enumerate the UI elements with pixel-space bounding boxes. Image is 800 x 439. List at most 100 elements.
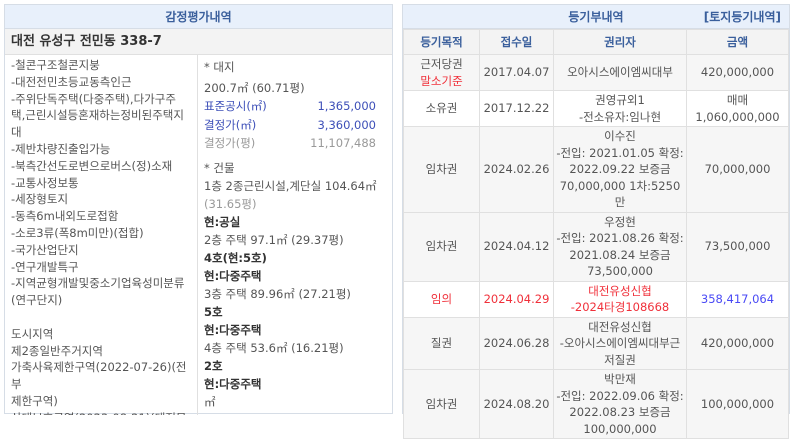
- feature-line: -교통사정보통: [11, 175, 79, 190]
- purpose-cell: 임의: [403, 280, 480, 318]
- amount-cell: 100,000,000: [686, 369, 789, 439]
- cancellation-basis-badge: 말소기준: [420, 73, 463, 88]
- standard-price-row: 표준공시(㎡) 1,365,000: [204, 98, 392, 115]
- holder-line: -2024타경108668: [570, 300, 670, 314]
- feature-line: 제2종일반주거지역: [11, 343, 103, 358]
- purpose-text: 임의: [430, 291, 453, 306]
- col-holder: 권리자: [553, 29, 687, 55]
- decided-price-row: 결정가(㎡) 3,360,000: [204, 117, 392, 134]
- holder-line: 오아시스에이엠씨대부: [567, 65, 673, 80]
- table-row: 임의 2024.04.29 대전유성신협 -2024타경108668 358,417,0…: [403, 280, 789, 318]
- feature-line: -소로3류(폭8m미만)(접합): [11, 225, 144, 240]
- holder-line: -전소유자:임나현: [578, 109, 662, 124]
- feature-line: -철콘구조철콘지붕: [11, 58, 100, 72]
- feature-line: -세장형토지: [11, 192, 69, 207]
- date-cell: 2024.04.12: [479, 211, 554, 282]
- table-row: 임차권 2024.08.20 박만재 -전입: 2022.09.06 확정: 2022.…: [403, 369, 789, 439]
- feature-line: -대전전민초등교동측인근: [11, 74, 132, 89]
- amount-cell: 73,500,000: [686, 211, 789, 282]
- building-lines: 1층 2종근린시설,계단실 104.64㎡ (31.65평) 현:공실 2층 주택 …: [204, 178, 392, 411]
- purpose-cell: 질권: [403, 316, 480, 370]
- holder-cell: 이수진 -전입: 2021.01.05 확정: 2022.09.22 보증금 70,0…: [553, 126, 687, 213]
- table-row: 임차권 2024.04.12 우정현 -전입: 2021.08.26 확정: 2021.…: [403, 211, 789, 282]
- building-line: 현:다중주택: [204, 376, 262, 391]
- amount-cell: 매매1,060,000,000: [686, 90, 789, 127]
- holder-line: 대전유성신협: [588, 283, 652, 298]
- purpose-text: 소유권: [425, 101, 458, 116]
- registry-header: 등기부내역 [토지등기내역]: [403, 5, 789, 29]
- building-line: 4층 주택 53.6㎡ (16.21평): [204, 340, 344, 355]
- building-line: ㎡: [204, 394, 216, 409]
- feature-line: 가축사육제한구역(2022-07-26)(전부: [11, 360, 187, 392]
- valuation-details: * 대지 200.7㎡ (60.71평) 표준공시(㎡) 1,365,000 결정…: [198, 55, 392, 415]
- building-line: 현:공실: [204, 214, 241, 229]
- holder-line: 2021.08.24 보증금: [569, 247, 671, 262]
- building-heading: * 건물: [204, 160, 235, 175]
- feature-line: 제한구역): [11, 393, 58, 408]
- holder-line: 권영규외1: [595, 93, 645, 107]
- holder-line: 70,000,000 1차:5250만: [559, 178, 681, 210]
- purpose-cell: 임차권: [403, 126, 480, 213]
- holder-line: -전입: 2021.08.26 확정:: [556, 231, 684, 245]
- building-line: 5호: [204, 304, 223, 319]
- col-purpose: 등기목적: [403, 29, 480, 55]
- amount-cell: 358,417,064: [686, 280, 789, 318]
- amount-cell: 420,000,000: [686, 54, 789, 91]
- date-cell: 2024.02.26: [479, 126, 554, 213]
- feature-line: 도시지역: [11, 326, 54, 341]
- holder-line: 2022.09.22 보증금: [569, 162, 671, 176]
- building-line: 3층 주택 89.96㎡ (27.21평): [204, 286, 351, 301]
- land-area: 200.7㎡ (60.71평): [204, 80, 305, 95]
- purpose-text: 질권: [430, 336, 453, 350]
- building-line: 2호: [204, 358, 223, 373]
- feature-line: -지역균형개발및중소기업육성미분류: [11, 276, 185, 291]
- purpose-text: 근저당권: [420, 57, 463, 71]
- holder-line: 100,000,000: [583, 421, 657, 436]
- purpose-text: 임차권: [425, 239, 458, 254]
- holder-cell: 대전유성신협 -2024타경108668: [553, 280, 687, 318]
- holder-line: -전입: 2022.09.06 확정:: [556, 388, 684, 403]
- holder-line: 2022.08.23 보증금: [569, 405, 671, 419]
- decided-price-label: 결정가(㎡): [204, 117, 257, 132]
- col-amount: 금액: [686, 29, 789, 55]
- purpose-cell: 임차권: [403, 211, 480, 282]
- table-row: 임차권 2024.02.26 이수진 -전입: 2021.01.05 확정: 2022.…: [403, 126, 789, 213]
- amount-cell: 420,000,000: [686, 316, 789, 370]
- table-row: 소유권 2017.12.22 권영규외1 -전소유자:임나현 매매1,060,000,0…: [403, 90, 789, 127]
- pyeong-price-label: 결정가(평): [204, 136, 256, 150]
- property-address: 대전 유성구 전민동 338-7: [5, 29, 392, 55]
- feature-line: 택,근린시설등혼재하는정비된주택지: [11, 108, 184, 123]
- date-cell: 2024.06.28: [479, 316, 554, 370]
- holder-line: 73,500,000: [587, 264, 653, 278]
- standard-price-value: 1,365,000: [317, 99, 376, 113]
- building-line: (31.65평): [204, 196, 257, 211]
- holder-line: 저질권: [604, 352, 636, 367]
- feature-line: (연구단지): [11, 293, 63, 308]
- holder-line: 우정현: [604, 214, 636, 229]
- building-line: 현:다중주택: [204, 322, 262, 337]
- holder-cell: 대전유성신협 -오아시스에이엠씨대부근 저질권: [553, 316, 687, 370]
- purpose-text: 임차권: [425, 162, 458, 176]
- table-row: 근저당권 말소기준 2017.04.07 오아시스에이엠씨대부 420,000,000: [403, 54, 789, 91]
- holder-cell: 우정현 -전입: 2021.08.26 확정: 2021.08.24 보증금 73,5…: [553, 211, 687, 282]
- decided-price-value: 3,360,000: [317, 117, 376, 132]
- registry-panel: 등기부내역 [토지등기내역] 등기목적 접수일 권리자 금액 근저당권 말소기준 2…: [402, 4, 790, 439]
- holder-cell: 권영규외1 -전소유자:임나현: [553, 90, 687, 127]
- amount-cell: 70,000,000: [686, 126, 789, 213]
- feature-line: -주위단독주택(다중주택),다가구주: [11, 91, 176, 106]
- holder-line: 박만재: [604, 372, 636, 386]
- land-heading: * 대지: [204, 60, 235, 74]
- holder-line: -오아시스에이엠씨대부근: [559, 336, 681, 350]
- appraisal-panel: 감정평가내역 대전 유성구 전민동 338-7 -철콘구조철콘지붕 -대전전민초등…: [4, 4, 393, 415]
- registry-title: 등기부내역: [568, 10, 624, 24]
- holder-cell: 오아시스에이엠씨대부: [553, 54, 687, 91]
- holder-line: -전입: 2021.01.05 확정:: [556, 145, 684, 160]
- purpose-cell: 임차권: [403, 369, 480, 439]
- feature-line: -북측간선도로변으로버스(정)소재: [11, 158, 173, 173]
- land-registry-link[interactable]: [토지등기내역]: [703, 10, 781, 24]
- purpose-text: 임차권: [425, 396, 458, 411]
- table-row: 질권 2024.06.28 대전유성신협 -오아시스에이엠씨대부근 저질권 420,000…: [403, 316, 789, 370]
- building-line: 4호(현:5호): [204, 250, 267, 265]
- standard-price-label: 표준공시(㎡): [204, 99, 267, 113]
